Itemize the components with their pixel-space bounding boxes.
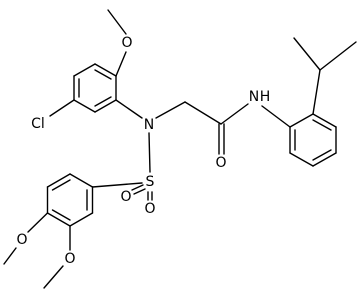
bond	[289, 113, 314, 128]
atom-label: O	[215, 155, 226, 171]
bond	[94, 69, 112, 80]
atom-label: N	[249, 89, 259, 105]
atom-label: O	[144, 201, 155, 217]
bond	[115, 99, 143, 119]
bond	[73, 99, 96, 113]
bond	[312, 149, 332, 161]
atom-label: O	[16, 232, 27, 248]
bond	[94, 63, 117, 77]
atom-labels: O Cl N S O O O O O N H	[16, 35, 270, 267]
bond	[133, 188, 146, 195]
bond	[107, 9, 127, 35]
bond	[46, 173, 71, 188]
atom-label: Cl	[31, 116, 45, 132]
bond	[27, 212, 49, 233]
bond	[220, 103, 249, 125]
bond	[261, 105, 291, 128]
atom-label: N	[144, 117, 154, 133]
bond	[91, 182, 143, 188]
bond	[312, 113, 337, 128]
atom-label: S	[146, 174, 155, 190]
bond	[319, 41, 357, 71]
bonds	[3, 9, 357, 289]
bond	[312, 119, 332, 131]
bond	[312, 152, 337, 167]
bond	[73, 63, 96, 77]
bond	[115, 51, 127, 77]
bond	[3, 247, 17, 265]
atom-label: O	[64, 251, 75, 267]
bond	[312, 69, 321, 115]
bond	[293, 37, 321, 71]
bond	[289, 152, 314, 167]
atom-label: O	[121, 35, 132, 51]
bond	[69, 212, 94, 227]
bond	[46, 212, 71, 227]
atom-label: H	[260, 89, 271, 105]
bond	[43, 265, 64, 289]
bond	[69, 173, 94, 188]
bond	[131, 184, 144, 191]
bond	[51, 179, 71, 191]
atom-label: O	[120, 189, 131, 205]
bond	[49, 99, 75, 117]
bond	[155, 101, 186, 119]
bond	[94, 99, 117, 113]
bond	[94, 96, 112, 107]
bond	[51, 209, 71, 221]
bond	[148, 132, 151, 173]
bond	[184, 101, 222, 125]
